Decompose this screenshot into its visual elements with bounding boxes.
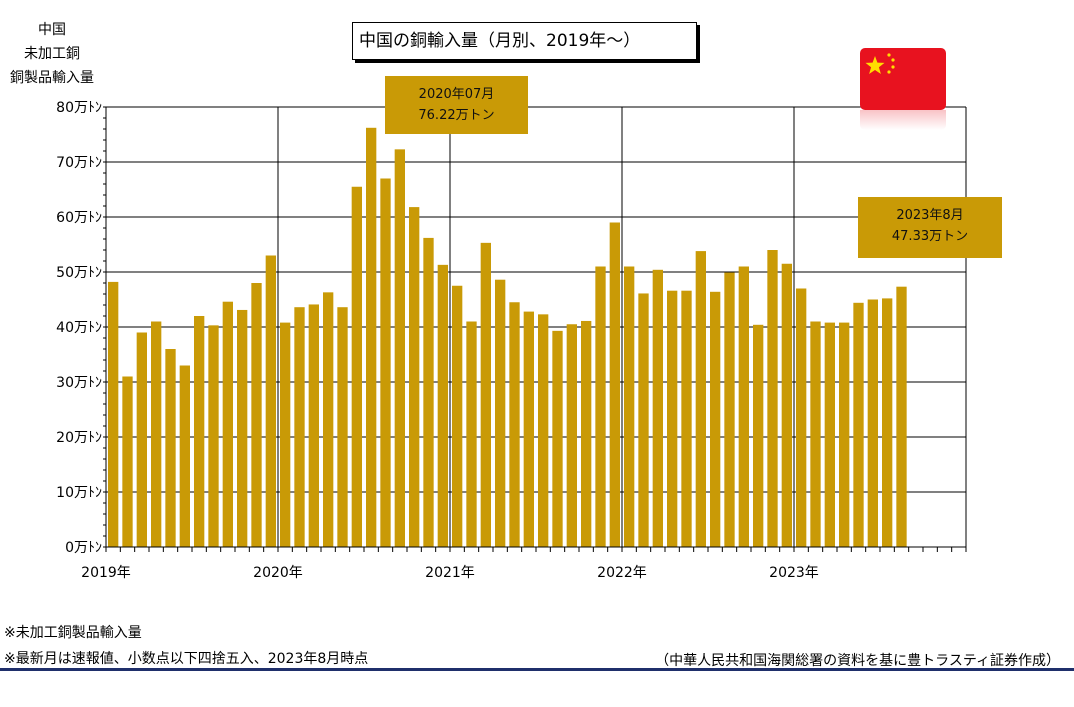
bar <box>380 178 391 547</box>
bar <box>452 285 463 547</box>
bar <box>581 320 592 547</box>
bar <box>151 321 162 547</box>
source-note: （中華人民共和国海関総署の資料を基に豊トラスティ証券作成） <box>655 653 1060 669</box>
bar <box>609 222 620 547</box>
bar <box>882 298 893 547</box>
x-tick-label: 2022年 <box>597 565 647 581</box>
bar <box>781 263 792 547</box>
bar <box>394 149 405 547</box>
y-axis-title-line: 未加工銅 <box>24 46 80 62</box>
bar <box>165 349 176 547</box>
x-tick-labels: 2019年 2020年 2021年 2022年 2023年 <box>81 565 819 581</box>
bar-series <box>108 127 907 547</box>
peak-callout: 2020年07月 76.22万トン <box>385 76 528 134</box>
bar <box>437 264 448 547</box>
y-axis-title-line: 中国 <box>38 22 66 38</box>
bar <box>251 283 262 547</box>
y-tick-label: 20万ﾄﾝ <box>56 430 102 446</box>
bar <box>523 311 534 547</box>
flag-reflection <box>860 110 946 130</box>
bar <box>566 324 577 547</box>
callout-value: 47.33万トン <box>891 229 969 244</box>
bar <box>552 330 563 547</box>
y-tick-label: 70万ﾄﾝ <box>56 155 102 171</box>
bar <box>265 255 276 547</box>
bar <box>638 293 649 547</box>
bar <box>710 291 721 547</box>
bar <box>495 279 506 547</box>
bar <box>667 290 678 547</box>
bar <box>423 237 434 547</box>
bar <box>237 309 248 547</box>
y-tick-labels: 0万ﾄﾝ 10万ﾄﾝ 20万ﾄﾝ 30万ﾄﾝ 40万ﾄﾝ 50万ﾄﾝ 60万ﾄﾝ 70万ﾄﾝ 8… <box>56 100 102 556</box>
bar <box>208 325 219 547</box>
bar <box>222 301 233 547</box>
y-tick-label: 80万ﾄﾝ <box>56 100 102 116</box>
x-tick-label: 2020年 <box>253 565 303 581</box>
callout-date: 2023年8月 <box>896 208 964 223</box>
bar <box>337 307 348 547</box>
y-tick-label: 40万ﾄﾝ <box>56 320 102 336</box>
bar <box>681 290 692 547</box>
bar <box>652 269 663 547</box>
bar <box>695 251 706 547</box>
bar <box>538 314 549 547</box>
bar <box>179 365 190 547</box>
callout-date: 2020年07月 <box>418 87 495 102</box>
bar <box>409 207 420 547</box>
x-tick-label: 2021年 <box>425 565 475 581</box>
latest-callout: 2023年8月 47.33万トン <box>858 197 1002 258</box>
bar <box>595 266 606 547</box>
bar <box>108 281 119 547</box>
bar <box>796 288 807 547</box>
bar <box>853 302 864 547</box>
bar <box>839 322 850 547</box>
footnote-1: ※未加工銅製品輸入量 <box>4 625 142 641</box>
axes <box>103 106 967 552</box>
bar <box>896 286 907 547</box>
x-tick-label: 2023年 <box>769 565 819 581</box>
bar <box>294 307 305 547</box>
bar <box>509 302 520 547</box>
grid-lines <box>105 106 967 547</box>
bar <box>867 299 878 547</box>
china-flag-icon <box>860 48 946 110</box>
footnote-2: ※最新月は速報値、小数点以下四捨五入、2023年8月時点 <box>4 651 369 667</box>
y-tick-label: 30万ﾄﾝ <box>56 375 102 391</box>
bar <box>136 332 147 547</box>
bar <box>824 322 835 547</box>
bar <box>767 250 778 547</box>
bar <box>194 316 205 547</box>
bar <box>480 242 491 547</box>
bar <box>466 321 477 547</box>
bar <box>753 324 764 547</box>
callout-value: 76.22万トン <box>418 108 495 123</box>
y-tick-label: 60万ﾄﾝ <box>56 210 102 226</box>
y-tick-label: 0万ﾄﾝ <box>65 540 102 556</box>
bar <box>308 304 319 547</box>
bar <box>366 127 377 547</box>
bar <box>280 322 291 547</box>
y-tick-label: 50万ﾄﾝ <box>56 265 102 281</box>
bar <box>738 266 749 547</box>
bar <box>724 272 735 547</box>
y-tick-label: 10万ﾄﾝ <box>56 485 102 501</box>
bar <box>351 186 362 547</box>
bar <box>323 292 334 547</box>
chart-title: 中国の銅輸入量（月別、2019年～） <box>352 22 697 60</box>
bottom-rule <box>0 668 1074 671</box>
y-axis-title: 中国 未加工銅 銅製品輸入量 <box>0 18 104 90</box>
bar <box>624 266 635 547</box>
x-tick-label: 2019年 <box>81 565 131 581</box>
bar <box>122 376 133 547</box>
bar <box>810 321 821 547</box>
y-axis-title-line: 銅製品輸入量 <box>10 70 94 86</box>
